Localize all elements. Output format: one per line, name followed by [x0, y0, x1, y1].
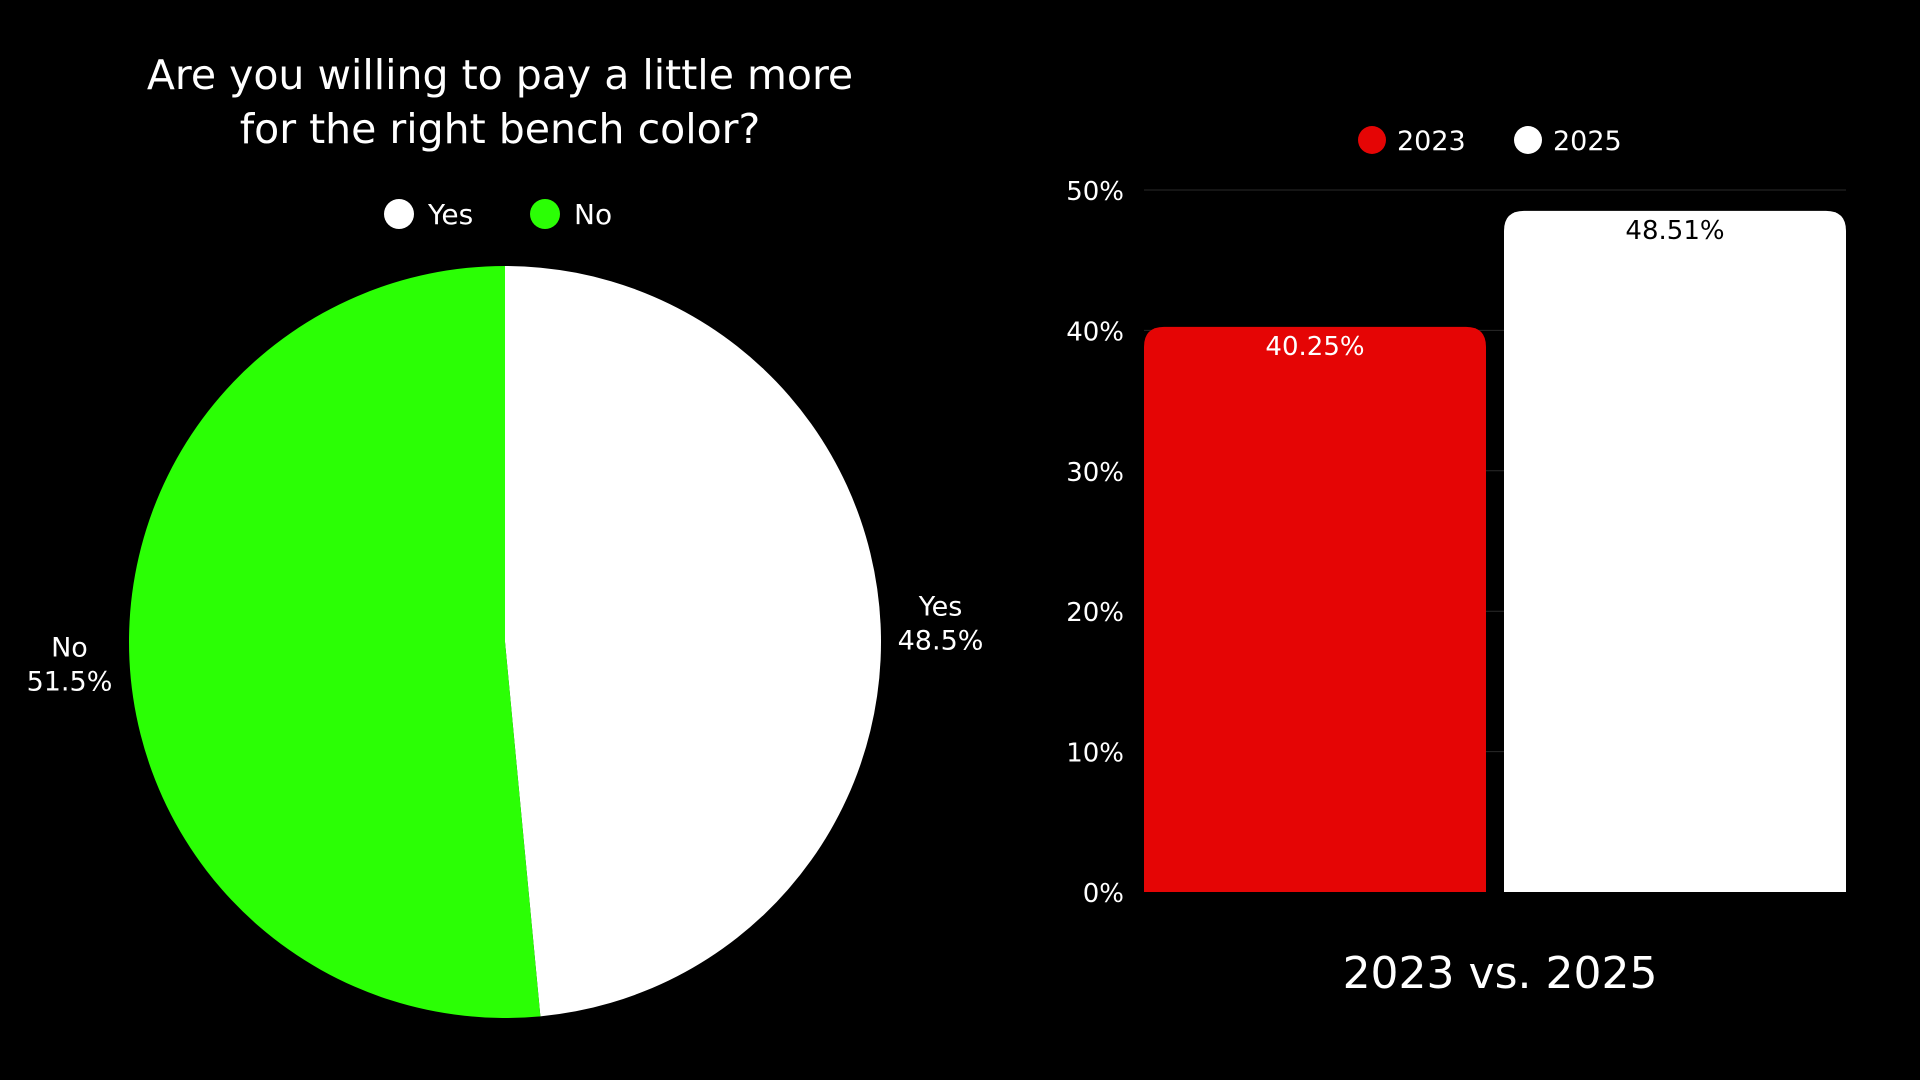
- legend-marker-yes: [384, 199, 414, 229]
- legend-marker-2025: [1514, 126, 1542, 154]
- bar-2023: [1144, 326, 1486, 892]
- legend-label-no: No: [574, 198, 612, 231]
- pie-label-value-yes: 48.5%: [898, 625, 984, 656]
- legend-label-2023: 2023: [1397, 126, 1466, 157]
- pie-slice-yes: [505, 266, 881, 1017]
- pie-label-name-no: No: [51, 633, 88, 664]
- y-tick-label: 50%: [1066, 177, 1124, 207]
- y-tick-label: 40%: [1066, 317, 1124, 347]
- pie-title-line-1: Are you willing to pay a little more: [146, 51, 854, 99]
- y-tick-label: 30%: [1066, 458, 1124, 488]
- pie-chart-title: Are you willing to pay a little more for…: [80, 48, 920, 156]
- y-tick-label: 10%: [1066, 739, 1124, 769]
- bar-value-label-2025: 48.51%: [1625, 216, 1724, 246]
- legend-label-yes: Yes: [427, 198, 473, 231]
- pie-title-line-2: for the right bench color?: [239, 105, 761, 153]
- y-tick-label: 20%: [1066, 598, 1124, 628]
- bar-2025: [1504, 210, 1846, 892]
- bar-value-label-2023: 40.25%: [1265, 332, 1364, 362]
- y-tick-label: 0%: [1083, 879, 1124, 909]
- legend-marker-2023: [1358, 126, 1386, 154]
- pie-slice-no: [128, 266, 541, 1018]
- legend-marker-no: [530, 199, 560, 229]
- legend-label-2025: 2025: [1553, 126, 1622, 157]
- pie-label-name-yes: Yes: [918, 591, 963, 622]
- pie-label-value-no: 51.5%: [27, 667, 113, 698]
- x-axis-title: 2023 vs. 2025: [1343, 948, 1658, 999]
